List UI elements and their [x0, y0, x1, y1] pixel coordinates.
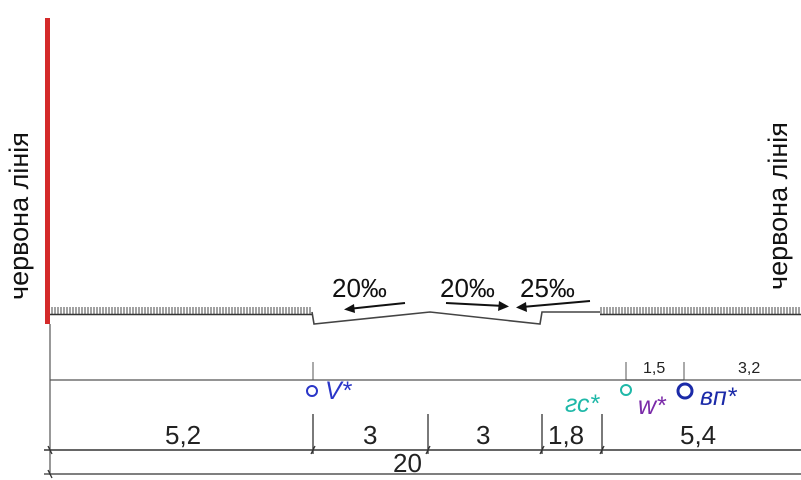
- slope-3: 25‰: [516, 273, 591, 312]
- slope-2: 20‰: [440, 273, 509, 311]
- offset-b: 3,2: [738, 360, 760, 377]
- network-vp-icon: [676, 382, 694, 400]
- total-dimension: 20: [393, 448, 422, 478]
- ground-left: [50, 307, 312, 316]
- network-w-label: w*: [638, 392, 667, 420]
- svg-text:20‰: 20‰: [332, 273, 387, 303]
- dimension-1: 5,2: [165, 420, 201, 450]
- network-gs-label: гс*: [565, 390, 601, 418]
- network-v-icon: [306, 385, 318, 397]
- red-line-left-label: червона лінія: [4, 132, 34, 300]
- offset-a: 1,5: [643, 360, 665, 377]
- network-v-label: V*: [325, 377, 353, 405]
- network-vp-label: вп*: [700, 383, 738, 411]
- red-line-left: [45, 18, 50, 324]
- dimension-5: 5,4: [680, 420, 716, 450]
- svg-text:20‰: 20‰: [440, 273, 495, 303]
- svg-text:25‰: 25‰: [520, 273, 575, 303]
- ground-right: [600, 307, 801, 316]
- network-gs-icon: [620, 384, 632, 396]
- slope-1: 20‰: [332, 273, 406, 313]
- dimension-4: 1,8: [548, 420, 584, 450]
- dimension-3: 3: [476, 420, 490, 450]
- dimension-2: 3: [363, 420, 377, 450]
- red-line-right-label: червона лінія: [763, 122, 793, 290]
- roadway-profile: [311, 311, 600, 325]
